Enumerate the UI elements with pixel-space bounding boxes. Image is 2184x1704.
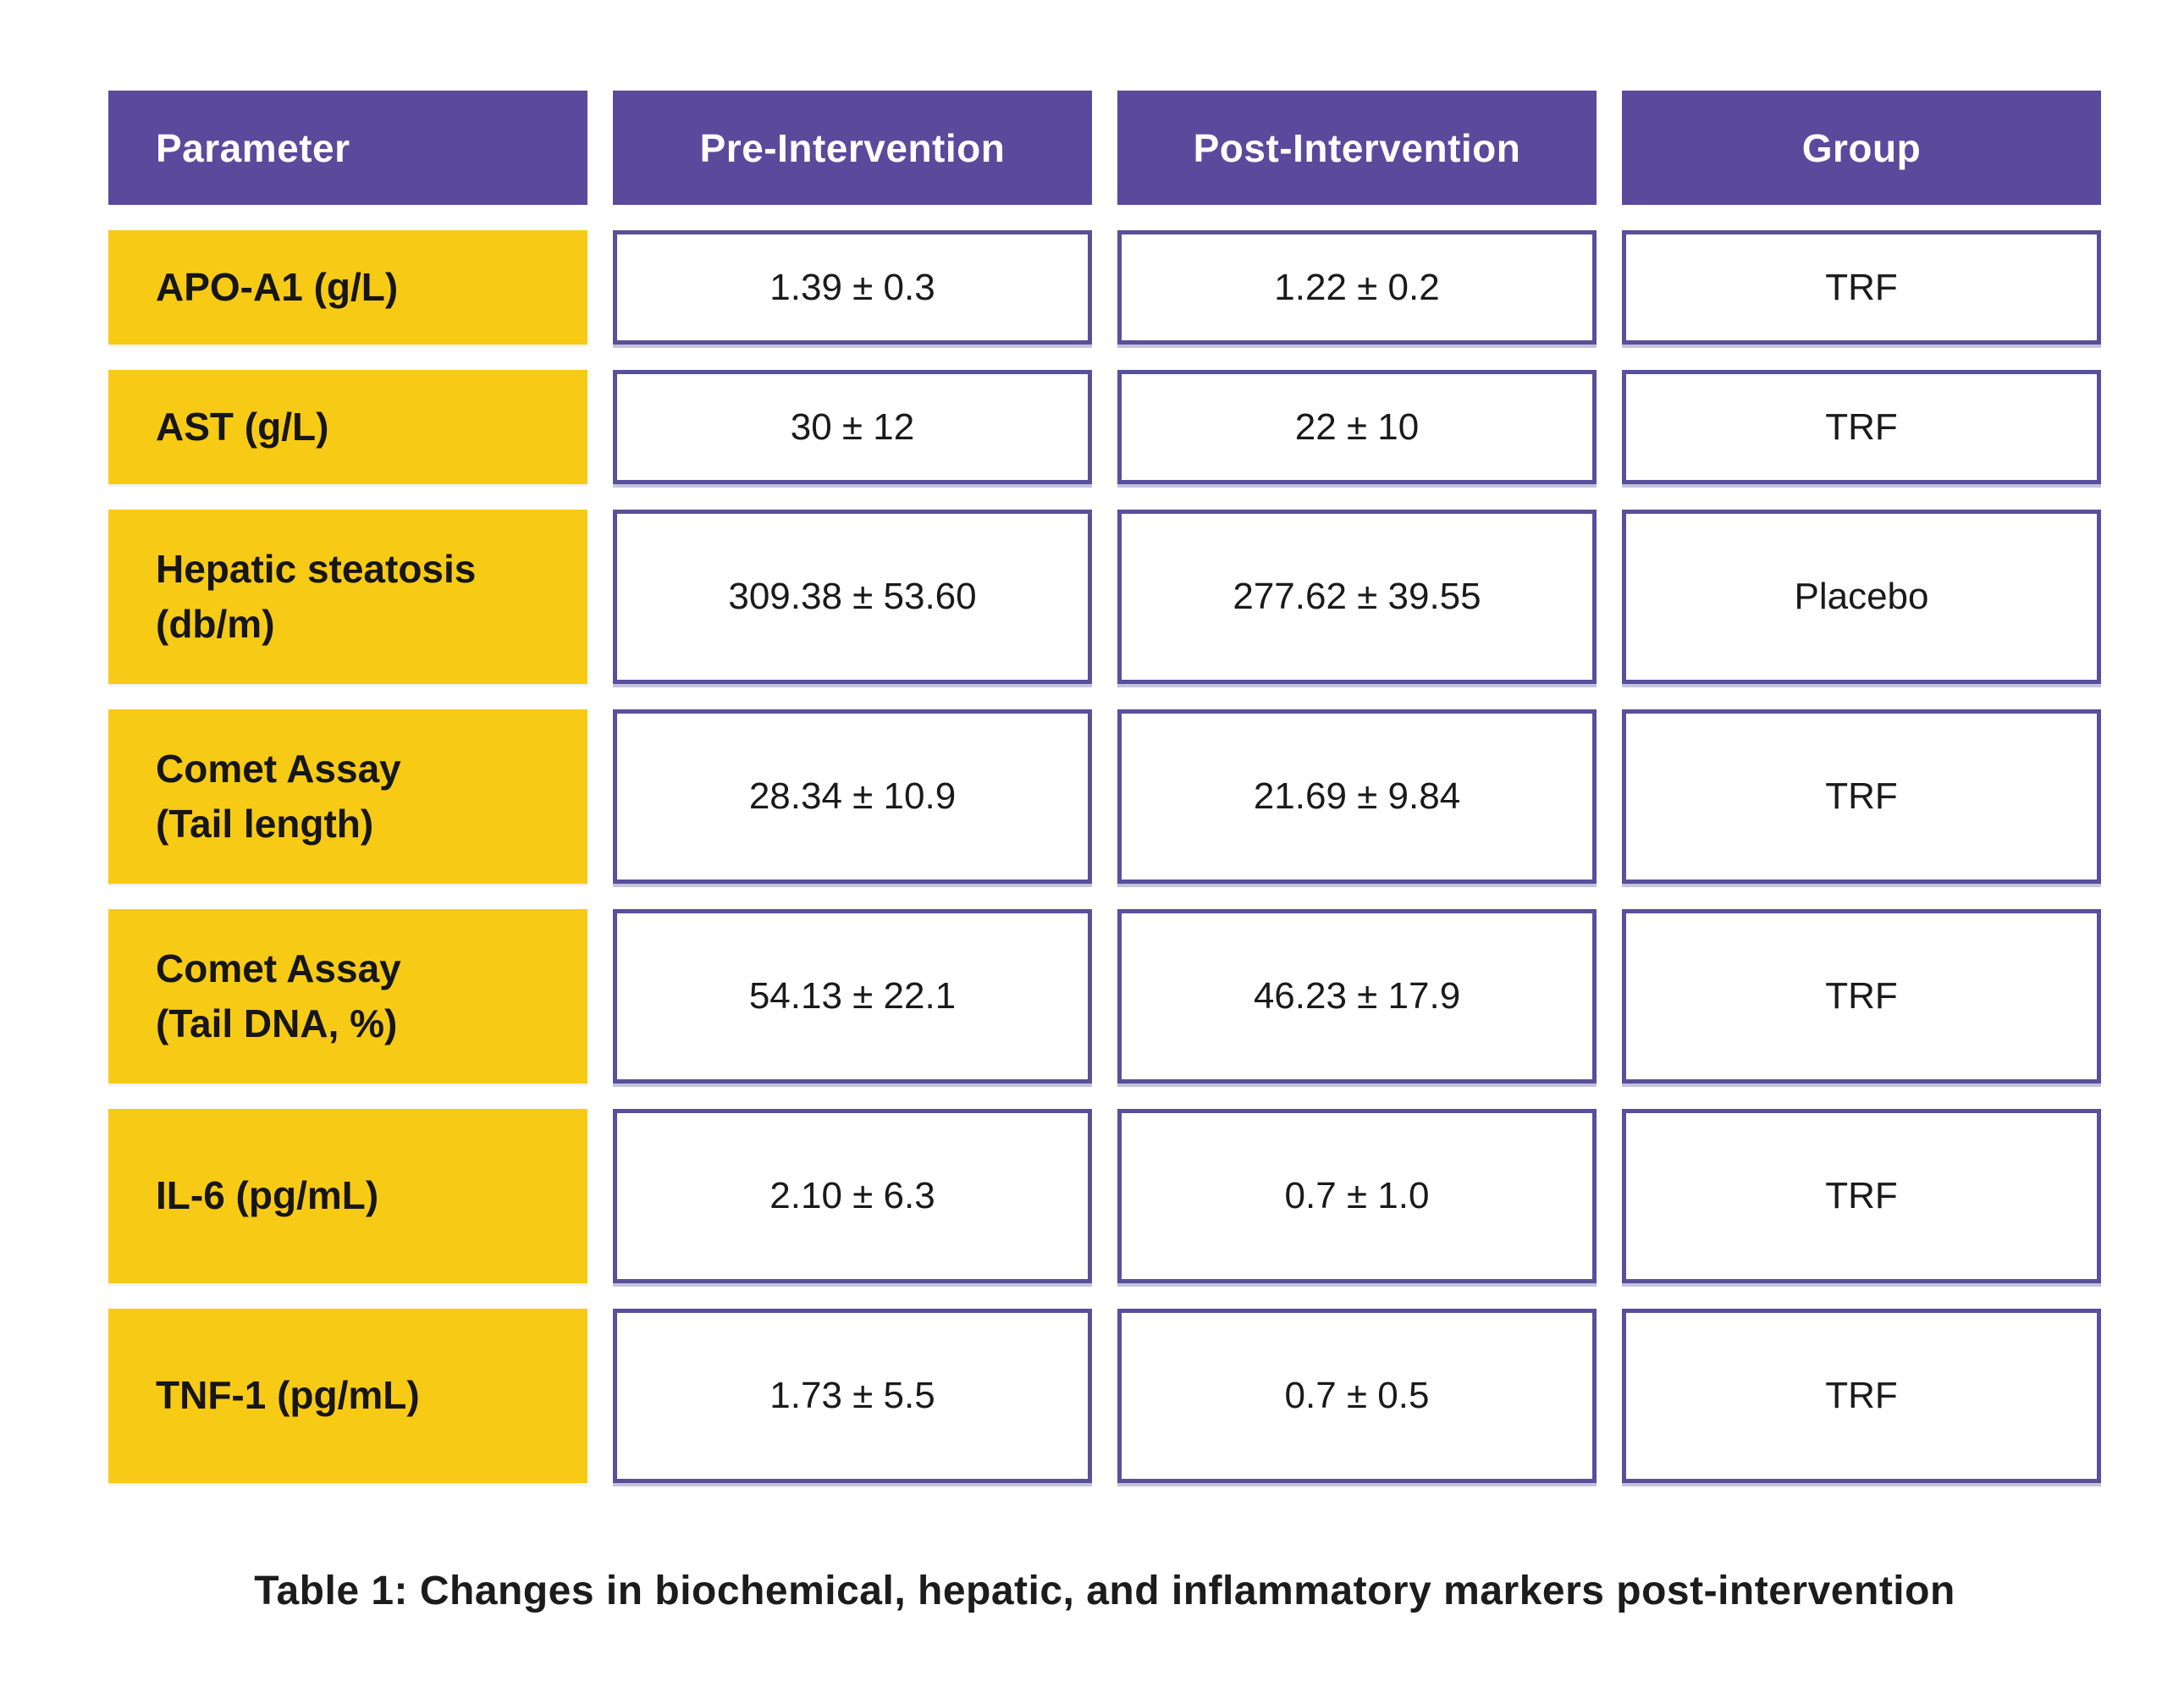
header-parameter: Parameter (108, 91, 587, 205)
post-value: 22 ± 10 (1117, 370, 1597, 484)
group-value: Placebo (1622, 510, 2101, 684)
param-label: TNF-1 (pg/mL) (108, 1309, 587, 1483)
group-value: TRF (1622, 709, 2101, 884)
param-label: AST (g/L) (108, 370, 587, 484)
table-row: Hepatic steatosis (db/m) 309.38 ± 53.60 … (108, 510, 2184, 684)
header-post-intervention: Post-Intervention (1117, 91, 1597, 205)
param-label: Comet Assay (Tail DNA, %) (108, 909, 587, 1084)
pre-value: 28.34 ± 10.9 (613, 709, 1092, 884)
pre-value: 30 ± 12 (613, 370, 1092, 484)
post-value: 0.7 ± 1.0 (1117, 1109, 1597, 1283)
group-value: TRF (1622, 370, 2101, 484)
table-row: TNF-1 (pg/mL) 1.73 ± 5.5 0.7 ± 0.5 TRF (108, 1309, 2184, 1483)
pre-value: 1.39 ± 0.3 (613, 230, 1092, 345)
post-value: 46.23 ± 17.9 (1117, 909, 1597, 1084)
header-group: Group (1622, 91, 2101, 205)
pre-value: 1.73 ± 5.5 (613, 1309, 1092, 1483)
pre-value: 54.13 ± 22.1 (613, 909, 1092, 1084)
param-label: IL-6 (pg/mL) (108, 1109, 587, 1283)
table-row: APO-A1 (g/L) 1.39 ± 0.3 1.22 ± 0.2 TRF (108, 230, 2184, 345)
param-label: Hepatic steatosis (db/m) (108, 510, 587, 684)
table-row: Comet Assay (Tail length) 28.34 ± 10.9 2… (108, 709, 2184, 884)
table-row: IL-6 (pg/mL) 2.10 ± 6.3 0.7 ± 1.0 TRF (108, 1109, 2184, 1283)
post-value: 277.62 ± 39.55 (1117, 510, 1597, 684)
group-value: TRF (1622, 909, 2101, 1084)
group-value: TRF (1622, 1109, 2101, 1283)
group-value: TRF (1622, 230, 2101, 345)
pre-value: 309.38 ± 53.60 (613, 510, 1092, 684)
table-caption: Table 1: Changes in biochemical, hepatic… (254, 1569, 1955, 1613)
group-value: TRF (1622, 1309, 2101, 1483)
header-pre-intervention: Pre-Intervention (613, 91, 1092, 205)
param-label: Comet Assay (Tail length) (108, 709, 587, 884)
post-value: 21.69 ± 9.84 (1117, 709, 1597, 884)
pre-value: 2.10 ± 6.3 (613, 1109, 1092, 1283)
param-label: APO-A1 (g/L) (108, 230, 587, 345)
post-value: 0.7 ± 0.5 (1117, 1309, 1597, 1483)
table-header-row: Parameter Pre-Intervention Post-Interven… (108, 91, 2184, 205)
table-row: Comet Assay (Tail DNA, %) 54.13 ± 22.1 4… (108, 909, 2184, 1084)
table-row: AST (g/L) 30 ± 12 22 ± 10 TRF (108, 370, 2184, 484)
post-value: 1.22 ± 0.2 (1117, 230, 1597, 345)
